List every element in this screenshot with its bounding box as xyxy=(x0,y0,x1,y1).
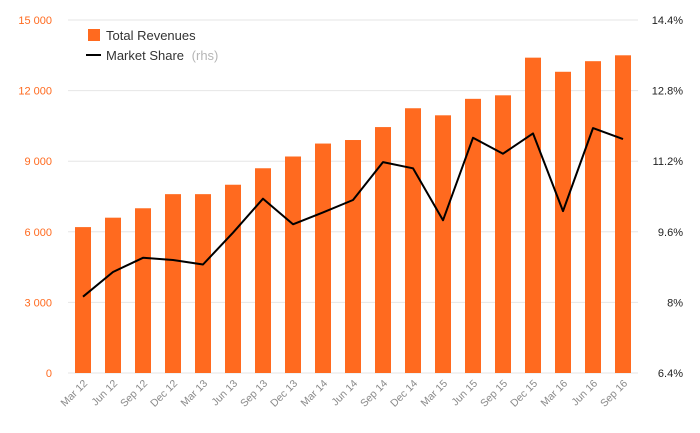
revenue-bar xyxy=(165,194,181,373)
left-axis-tick-label: 6 000 xyxy=(24,227,52,239)
left-axis-tick-label: 3 000 xyxy=(24,297,52,309)
x-axis-tick-label: Sep 12 xyxy=(118,378,150,410)
x-axis-tick-label: Mar 14 xyxy=(299,378,331,410)
x-axis-tick-label: Jun 12 xyxy=(89,378,120,409)
revenue-bar xyxy=(495,95,511,373)
revenue-bar xyxy=(465,98,481,373)
right-axis-tick-label: 11.2% xyxy=(653,156,684,168)
revenue-bar xyxy=(75,227,91,373)
left-axis-tick-label: 0 xyxy=(46,368,52,380)
legend-label-rhs: (rhs) xyxy=(192,48,219,63)
x-axis-tick-label: Dec 14 xyxy=(388,378,420,410)
revenue-bar xyxy=(255,168,271,373)
left-axis-tick-label: 12 000 xyxy=(18,86,52,98)
revenue-bar xyxy=(585,61,601,373)
legend: Total Revenues Market Share (rhs) xyxy=(86,28,218,63)
x-axis-tick-label: Mar 16 xyxy=(539,378,571,410)
revenue-bars xyxy=(75,55,631,374)
x-axis-tick-label: Mar 12 xyxy=(59,378,91,410)
x-axis-tick-label: Jun 13 xyxy=(209,378,240,409)
x-axis-tick-label: Jun 16 xyxy=(569,378,600,409)
svg-text:Market Share (rhs): Market Share (rhs) xyxy=(106,48,218,63)
legend-label-market-share: Market Share xyxy=(106,48,184,63)
x-axis-tick-label: Sep 16 xyxy=(598,378,630,410)
revenue-bar xyxy=(405,108,421,373)
x-axis-tick-label: Dec 12 xyxy=(148,378,180,410)
revenue-bar xyxy=(135,208,151,373)
revenue-bar xyxy=(375,127,391,374)
x-axis-tick-label: Mar 15 xyxy=(419,378,451,410)
revenue-bar xyxy=(435,115,451,373)
revenue-bar xyxy=(345,140,361,373)
x-axis-tick-label: Sep 15 xyxy=(478,378,510,410)
revenue-bar xyxy=(315,143,331,373)
right-axis-tick-label: 6.4% xyxy=(658,368,683,380)
x-axis-tick-label: Dec 15 xyxy=(508,378,540,410)
left-axis: 0 3 000 6 000 9 000 12 000 15 000 xyxy=(18,15,52,380)
right-axis-tick-label: 9.6% xyxy=(658,227,683,239)
revenue-bar xyxy=(525,57,541,374)
market-share-line xyxy=(82,127,624,298)
legend-swatch-total-revenues xyxy=(88,29,100,41)
revenue-bar xyxy=(195,194,211,373)
x-axis-tick-label: Jun 15 xyxy=(449,378,480,409)
left-axis-tick-label: 15 000 xyxy=(18,15,52,27)
right-axis: 6.4% 8% 9.6% 11.2% 12.8% 14.4% xyxy=(652,15,683,380)
x-axis-tick-label: Mar 13 xyxy=(179,378,211,410)
right-axis-tick-label: 8% xyxy=(667,297,683,309)
right-axis-tick-label: 12.8% xyxy=(652,86,683,98)
right-axis-tick-label: 14.4% xyxy=(652,15,683,27)
revenue-bar xyxy=(225,184,241,373)
revenue-bar xyxy=(555,71,571,374)
left-axis-tick-label: 9 000 xyxy=(24,156,52,168)
revenue-bar xyxy=(105,217,121,373)
revenue-bar xyxy=(615,55,631,374)
revenue-bar xyxy=(285,156,301,373)
x-axis-tick-label: Jun 14 xyxy=(329,378,360,409)
legend-label-total-revenues: Total Revenues xyxy=(106,28,196,43)
x-axis-tick-label: Sep 13 xyxy=(238,378,270,410)
market-share-line-group xyxy=(82,127,624,298)
x-axis-tick-label: Sep 14 xyxy=(358,378,390,410)
x-axis-tick-label: Dec 13 xyxy=(268,378,300,410)
